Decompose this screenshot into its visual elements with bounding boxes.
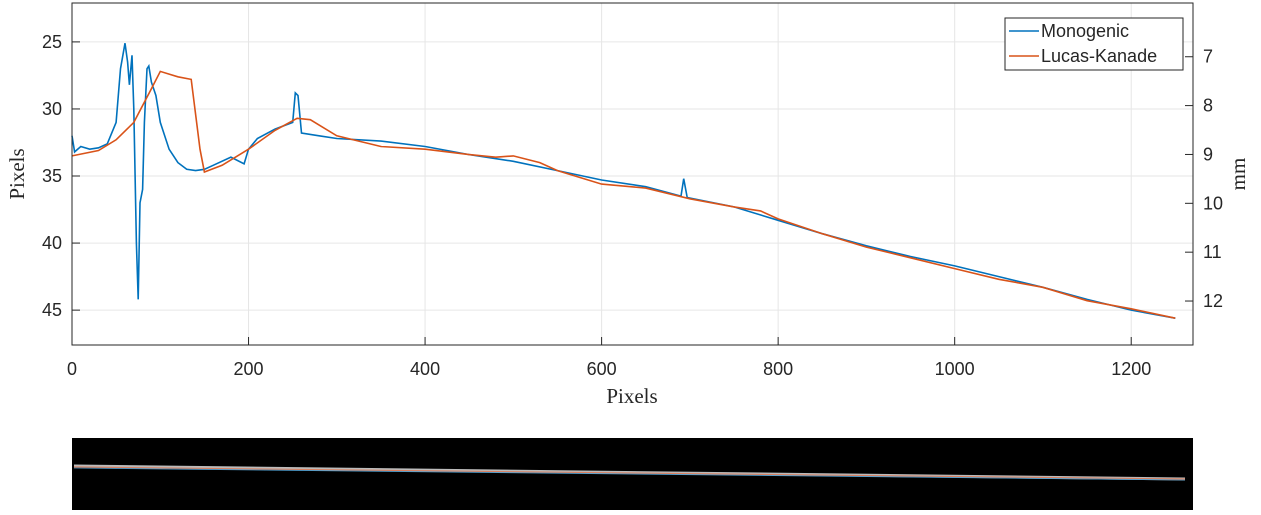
chart: Pixels Pixels mm 0 200 400 600 800 1000 1200 25… — [0, 0, 1261, 510]
y2-tick-label: 7 — [1203, 47, 1213, 67]
x-tick-label: 800 — [763, 359, 793, 379]
x-axis-label: Pixels — [606, 384, 657, 408]
y2-tick-label: 9 — [1203, 144, 1213, 164]
page: Pixels Pixels mm 0 200 400 600 800 1000 1200 25… — [0, 0, 1261, 515]
y2-tick-label: 11 — [1203, 242, 1222, 262]
y-tick-label: 45 — [42, 300, 62, 320]
x-tick-label: 1200 — [1111, 359, 1151, 379]
x-tick-label: 400 — [410, 359, 440, 379]
y-tick-label: 25 — [42, 32, 62, 52]
legend-label: Monogenic — [1041, 21, 1129, 41]
x-tick-label: 200 — [234, 359, 264, 379]
y2-tick-label: 10 — [1203, 193, 1223, 213]
y-tick-label: 40 — [42, 233, 62, 253]
y-tick-label: 35 — [42, 166, 62, 186]
x-tick-label: 1000 — [935, 359, 975, 379]
image-strip — [72, 438, 1193, 510]
y-axis-label: Pixels — [5, 148, 29, 199]
x-tick-label: 0 — [67, 359, 77, 379]
y-tick-label: 30 — [42, 99, 62, 119]
x-tick-label: 600 — [587, 359, 617, 379]
y2-tick-label: 12 — [1203, 291, 1223, 311]
legend-label: Lucas-Kanade — [1041, 46, 1157, 66]
y2-axis-label: mm — [1226, 158, 1250, 191]
y2-tick-label: 8 — [1203, 96, 1213, 116]
legend: Monogenic Lucas-Kanade — [1005, 18, 1183, 70]
